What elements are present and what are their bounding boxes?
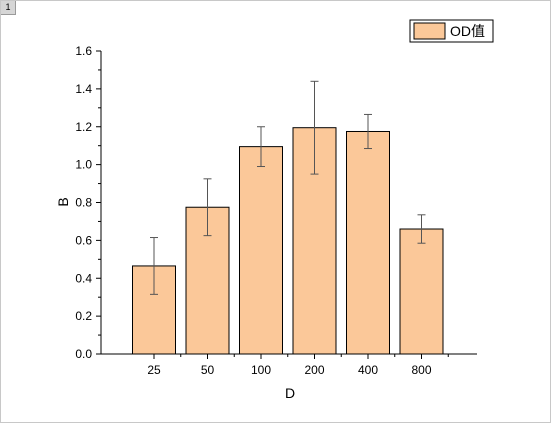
legend-label: OD值	[450, 23, 485, 39]
y-tick-label: 0.8	[75, 196, 92, 210]
bar[interactable]	[239, 146, 283, 355]
layer-tab[interactable]: 1	[1, 1, 16, 15]
y-tick-label: 0.2	[75, 309, 92, 323]
x-axis-title: D	[285, 385, 295, 401]
error-bars-group	[150, 80, 426, 295]
y-ticks-group: 0.0 0.2 0.4 0.6 0.8 1.0 1.2 1.4 1.6	[75, 44, 101, 361]
x-tick-label: 800	[411, 363, 431, 377]
y-axis-title: B	[55, 197, 71, 206]
x-tick-label: 400	[358, 363, 378, 377]
legend-swatch	[413, 22, 446, 40]
x-ticks-group: 25 50 100 200 400 800	[147, 354, 449, 377]
y-tick-label: 0.0	[75, 347, 92, 361]
x-tick-label: 25	[147, 363, 161, 377]
legend[interactable]: OD值	[409, 19, 494, 43]
y-tick-label: 1.6	[75, 44, 92, 58]
y-tick-label: 1.2	[75, 120, 92, 134]
x-tick-label: 50	[201, 363, 215, 377]
bar[interactable]	[346, 130, 390, 355]
x-tick-label: 200	[304, 363, 324, 377]
y-tick-label: 1.0	[75, 158, 92, 172]
x-tick-label: 100	[251, 363, 271, 377]
bar[interactable]	[399, 228, 444, 355]
y-tick-label: 0.6	[75, 233, 92, 247]
bars-group	[132, 127, 444, 355]
y-tick-label: 1.4	[75, 82, 92, 96]
y-tick-label: 0.4	[75, 271, 92, 285]
